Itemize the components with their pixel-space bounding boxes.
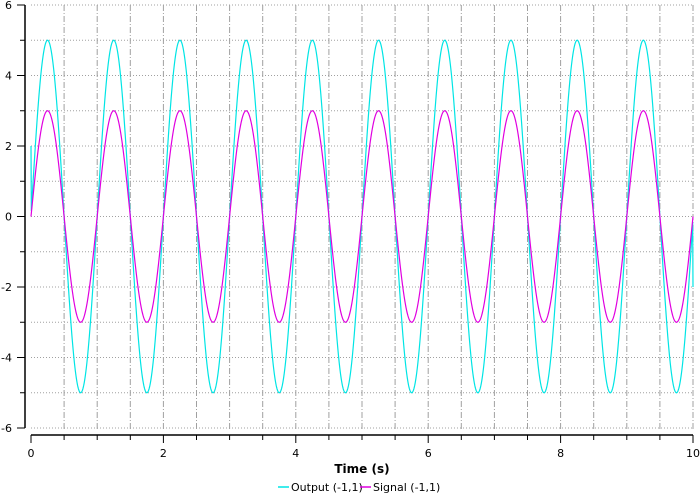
x-tick-label: 8 — [557, 447, 564, 460]
y-tick-label: 2 — [5, 140, 12, 153]
x-tick-label: 10 — [686, 447, 700, 460]
y-tick-label: -4 — [1, 352, 12, 365]
legend-label: Signal (-1,1) — [373, 481, 440, 494]
x-tick-label: 2 — [160, 447, 167, 460]
x-axis-label: Time (s) — [334, 462, 389, 476]
x-tick-label: 0 — [28, 447, 35, 460]
y-tick-label: 6 — [5, 0, 12, 12]
x-tick-label: 6 — [425, 447, 432, 460]
y-tick-label: 4 — [5, 70, 12, 83]
legend-label: Output (-1,1) — [291, 481, 363, 494]
x-tick-label: 4 — [292, 447, 299, 460]
y-tick-label: -2 — [1, 281, 12, 294]
y-tick-label: 0 — [5, 211, 12, 224]
series-line-1 — [30, 110, 694, 323]
y-tick-label: -6 — [1, 422, 12, 435]
